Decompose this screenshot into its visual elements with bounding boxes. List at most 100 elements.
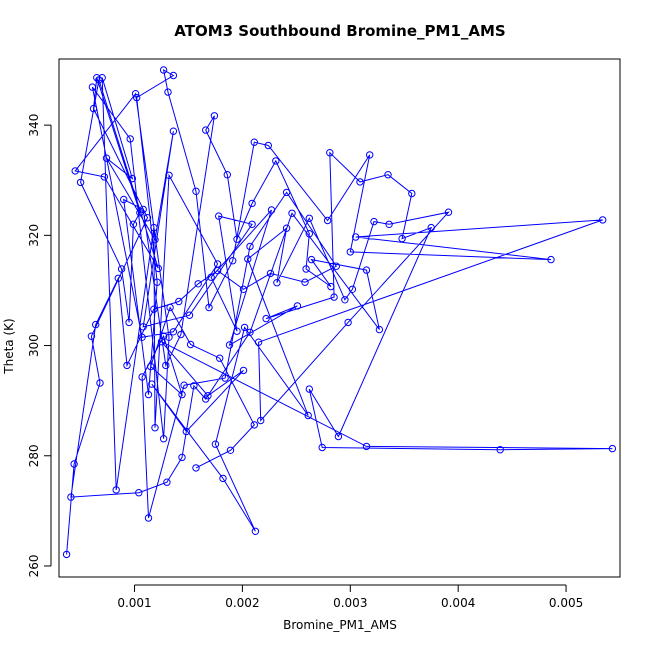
series-lines <box>66 69 613 555</box>
data-point <box>190 382 198 390</box>
data-point <box>254 338 263 346</box>
data-point <box>131 90 140 98</box>
data-point <box>225 341 234 349</box>
data-point <box>139 205 147 214</box>
y-tick-label: 340 <box>27 114 41 137</box>
data-point <box>154 264 163 273</box>
data-point <box>159 332 168 340</box>
data-point <box>248 199 256 208</box>
data-point <box>362 266 371 274</box>
data-point <box>213 266 222 275</box>
data-point <box>496 446 504 454</box>
data-point <box>262 314 270 323</box>
data-point <box>139 323 147 331</box>
data-point <box>219 474 227 483</box>
data-point <box>123 361 131 370</box>
data-point <box>444 208 453 216</box>
data-point <box>288 209 296 218</box>
data-point <box>327 282 335 291</box>
y-tick-label: 260 <box>27 555 41 578</box>
data-point <box>98 74 106 82</box>
data-point <box>599 216 607 224</box>
data-point <box>120 195 128 204</box>
data-point <box>332 262 340 270</box>
data-point <box>240 323 249 332</box>
data-point <box>144 390 153 399</box>
data-point <box>112 486 120 494</box>
data-point <box>202 126 210 134</box>
data-point <box>326 149 334 157</box>
data-point <box>100 173 109 181</box>
data-point <box>165 171 173 180</box>
data-point <box>293 302 302 310</box>
data-point <box>192 187 200 196</box>
data-point <box>408 189 416 198</box>
data-point <box>305 230 313 238</box>
series-points <box>62 66 617 559</box>
data-point <box>169 328 178 336</box>
data-point <box>144 514 153 522</box>
data-point <box>257 416 265 425</box>
x-tick-label: 0.004 <box>441 596 475 610</box>
data-point <box>348 285 357 293</box>
x-axis-label: Bromine_PM1_AMS <box>283 618 397 632</box>
x-tick-label: 0.002 <box>225 596 259 610</box>
y-axis: 260 280 300 320 340 <box>27 114 52 578</box>
data-point <box>250 421 259 429</box>
data-point <box>153 278 161 286</box>
data-point <box>211 440 220 448</box>
data-point <box>147 362 155 371</box>
data-point <box>194 280 202 288</box>
data-point <box>323 216 332 225</box>
data-point <box>185 311 194 319</box>
data-point <box>159 66 168 74</box>
x-tick-label: 0.005 <box>549 596 583 610</box>
series-line <box>66 69 613 555</box>
data-point <box>344 318 352 327</box>
data-point <box>248 220 256 229</box>
data-point <box>301 278 309 286</box>
data-point <box>205 303 213 312</box>
data-point <box>178 453 186 462</box>
data-point <box>266 269 275 278</box>
data-point <box>267 206 276 214</box>
data-point <box>93 74 101 82</box>
data-point <box>282 224 291 232</box>
x-tick-label: 0.001 <box>117 596 151 610</box>
data-point <box>178 390 186 399</box>
data-point <box>163 478 171 486</box>
data-point <box>384 171 392 179</box>
x-axis: 0.001 0.002 0.003 0.004 0.005 <box>117 584 583 610</box>
data-point <box>215 212 223 220</box>
data-point <box>192 464 200 472</box>
data-point <box>346 248 354 256</box>
data-point <box>162 361 170 370</box>
y-tick-label: 320 <box>27 224 41 247</box>
data-point <box>102 154 111 162</box>
data-point <box>233 235 241 243</box>
data-point <box>96 379 104 387</box>
data-point <box>250 138 259 146</box>
data-point <box>229 257 237 265</box>
data-point <box>88 83 97 91</box>
data-point <box>182 427 191 436</box>
y-tick-label: 300 <box>27 334 41 357</box>
y-tick-label: 280 <box>27 444 41 467</box>
data-point <box>251 527 260 535</box>
data-point <box>186 340 195 349</box>
data-point <box>341 296 349 304</box>
data-point <box>177 330 185 339</box>
data-point <box>76 178 85 187</box>
data-point <box>356 178 364 186</box>
data-point <box>71 167 79 175</box>
data-point <box>273 279 281 287</box>
data-point <box>352 233 360 241</box>
data-point <box>330 293 338 301</box>
data-point <box>239 366 248 375</box>
data-point <box>138 333 146 341</box>
data-point <box>362 442 371 451</box>
x-tick-label: 0.003 <box>333 596 367 610</box>
data-point <box>272 157 280 165</box>
data-point <box>89 104 98 113</box>
